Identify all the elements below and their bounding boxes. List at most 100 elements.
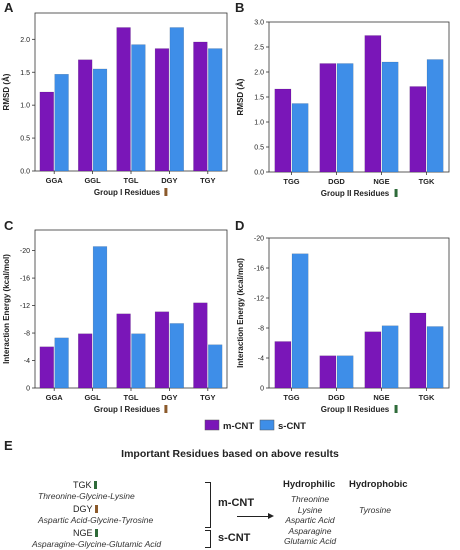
y-tick-label: 0.0: [20, 169, 30, 176]
bar-s-cnt-tgk: [426, 59, 444, 173]
bar-s-cnt-dgd: [336, 63, 354, 173]
panel-letter-e: E: [4, 438, 13, 453]
legend-swatch-s-cnt: [259, 419, 275, 431]
bar-m-cnt-nge: [364, 331, 382, 389]
y-tick-label: 1.0: [254, 120, 264, 127]
bar-m-cnt-dgd: [319, 355, 337, 389]
bar-s-cnt-dgy: [169, 27, 184, 172]
bar-m-cnt-ggl: [78, 59, 93, 172]
summary-title: Important Residues based on above result…: [121, 448, 339, 460]
y-tick-label: -4: [24, 358, 30, 365]
y-tick-label: -16: [254, 266, 264, 273]
bar-s-cnt-tgl: [131, 44, 146, 172]
chart-panel-d: 0 -4 -8 -12 -16 -20 TGG DGD NGE TGK Group II Resid…: [235, 218, 450, 414]
bar-m-cnt-nge: [364, 35, 382, 173]
bar-m-cnt-ggl: [78, 333, 93, 389]
hydrophobic-item: Tyrosine: [359, 505, 391, 515]
y-tick-label: -8: [24, 331, 30, 338]
x-tick-label: TGY: [200, 393, 215, 402]
x-tick-label: GGA: [46, 176, 64, 185]
panel-letter: C: [4, 218, 14, 233]
bar-s-cnt-tgg: [291, 253, 309, 389]
result-arrow: [237, 516, 269, 517]
x-axis-label: Group I Residues: [94, 405, 161, 414]
x-tick-label: TGK: [419, 177, 435, 186]
legend-label-m-cnt: m-CNT: [223, 421, 254, 432]
y-tick-label: 2.0: [20, 37, 30, 44]
y-axis-label: RMSD (Å): [236, 78, 245, 115]
bar-s-cnt-tgy: [208, 344, 223, 389]
panel-letter: B: [235, 0, 244, 15]
y-tick-label: 1.5: [20, 70, 30, 77]
bar-m-cnt-tgg: [274, 88, 292, 173]
x-tick-label: DGD: [328, 393, 345, 402]
residue-name-nge: Asparagine-Glycine-Glutamic Acid: [32, 539, 162, 549]
x-tick-label: DGY: [161, 176, 177, 185]
group-chip: [394, 189, 398, 197]
bar-s-cnt-gga: [54, 74, 69, 172]
bar-m-cnt-tgy: [193, 41, 208, 172]
y-axis-label: RMSD (Å): [2, 73, 11, 110]
bar-m-cnt-tgy: [193, 302, 208, 389]
chart-panel-b: 0.0 0.5 1.0 1.5 2.0 2.5 3.0 TGG DGD NGE TGK Group I…: [235, 0, 450, 198]
bar-s-cnt-tgy: [208, 48, 223, 172]
group-ii-chip: [93, 481, 97, 489]
hydrophilic-item: Threonine: [290, 494, 330, 504]
bar-m-cnt-tgg: [274, 341, 292, 389]
residue-name-tgk: Threonine-Glycine-Lysine: [38, 491, 135, 501]
x-axis-label: Group I Residues: [94, 188, 161, 197]
panel-letter: A: [4, 0, 14, 15]
bar-s-cnt-dgd: [336, 355, 354, 389]
residue-code-nge: NGE: [73, 528, 98, 538]
bar-s-cnt-nge: [381, 61, 399, 173]
hydrophilic-item: Aspartic Acid: [285, 515, 335, 525]
x-tick-label: TGG: [283, 393, 299, 402]
hydrophilic-item: Glutamic Acid: [283, 536, 337, 546]
x-axis-label: Group II Residues: [321, 189, 390, 198]
plot-frame: [268, 237, 450, 389]
x-tick-label: GGL: [84, 176, 101, 185]
bar-s-cnt-nge: [381, 325, 399, 389]
hydrophilic-item: Lysine: [297, 504, 323, 515]
chart-panel-c: 0 -4 -8 -12 -16 -20 GGA GGL TGL DGY TGY Group I Res…: [2, 218, 228, 414]
y-tick-label: 2.5: [254, 45, 264, 52]
y-axis-label: Interaction Energy (kcal/mol): [2, 254, 11, 364]
y-tick-label: 0.5: [20, 136, 30, 143]
bar-m-cnt-dgd: [319, 63, 337, 173]
x-tick-label: TGK: [419, 393, 435, 402]
bar-m-cnt-gga: [39, 91, 54, 172]
x-tick-label: TGG: [283, 177, 299, 186]
y-tick-label: 0: [260, 386, 264, 393]
y-tick-label: 0.5: [254, 145, 264, 152]
bar-m-cnt-tgk: [409, 312, 427, 389]
bar-s-cnt-tgg: [291, 103, 309, 173]
residue-code-tgk: TGK: [73, 480, 97, 490]
result-arrowhead: [268, 513, 274, 519]
y-tick-label: -20: [254, 236, 264, 243]
residue-code-dgy: DGY: [73, 504, 98, 514]
x-tick-label: DGD: [328, 177, 345, 186]
panel-letter: D: [235, 218, 244, 233]
bar-s-cnt-ggl: [92, 246, 108, 389]
y-tick-label: -20: [20, 248, 30, 255]
group-i-chip: [94, 505, 98, 513]
y-tick-label: -8: [258, 326, 264, 333]
y-tick-label: 0: [26, 386, 30, 393]
y-tick-label: 1.5: [254, 95, 264, 102]
bar-m-cnt-tgl: [116, 313, 131, 389]
x-tick-label: TGL: [124, 176, 139, 185]
s-cnt-group-label: s-CNT: [218, 532, 251, 544]
legend-swatch-m-cnt: [204, 419, 220, 431]
bar-m-cnt-gga: [39, 346, 54, 389]
x-tick-label: NGE: [373, 177, 389, 186]
bar-s-cnt-gga: [54, 337, 69, 389]
group-chip: [164, 188, 168, 196]
hydrophobic-list: Tyrosine: [345, 505, 405, 516]
x-axis-label: Group II Residues: [321, 405, 390, 414]
group-chip: [394, 405, 398, 413]
bar-s-cnt-ggl: [92, 68, 108, 172]
y-tick-label: 0.0: [254, 170, 264, 177]
y-tick-label: 1.0: [20, 103, 30, 110]
hydrophilic-item: Asparagine: [288, 525, 332, 536]
